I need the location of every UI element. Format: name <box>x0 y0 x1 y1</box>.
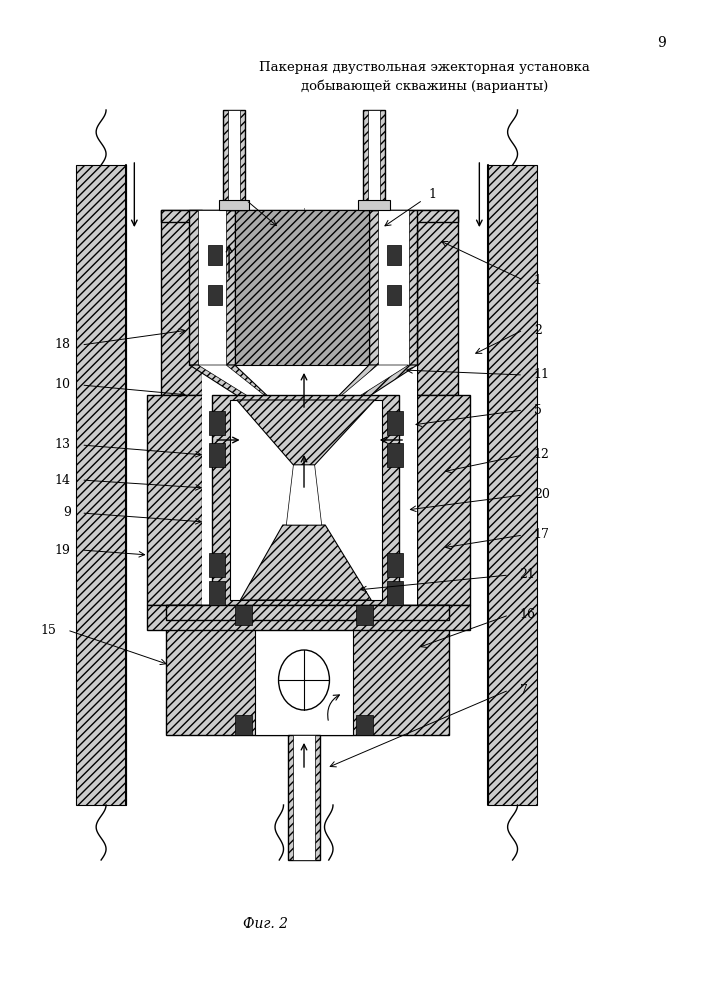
Polygon shape <box>166 605 449 620</box>
Polygon shape <box>356 605 373 625</box>
Text: 1: 1 <box>534 273 542 286</box>
Polygon shape <box>378 210 409 365</box>
Polygon shape <box>219 200 249 210</box>
Polygon shape <box>209 443 225 467</box>
Polygon shape <box>208 245 222 265</box>
Polygon shape <box>209 553 225 577</box>
Polygon shape <box>417 395 470 605</box>
Text: 2: 2 <box>534 324 542 336</box>
Polygon shape <box>161 210 202 395</box>
Text: 15: 15 <box>41 624 57 637</box>
Polygon shape <box>387 443 403 467</box>
Polygon shape <box>209 411 225 435</box>
Polygon shape <box>286 465 322 525</box>
Text: 9: 9 <box>657 36 665 50</box>
Polygon shape <box>237 400 375 465</box>
Text: 1: 1 <box>428 188 437 200</box>
Polygon shape <box>189 210 235 365</box>
Polygon shape <box>202 395 417 605</box>
Text: 14: 14 <box>54 474 71 487</box>
Polygon shape <box>76 165 126 805</box>
Text: 20: 20 <box>534 488 549 502</box>
Polygon shape <box>208 285 222 305</box>
Polygon shape <box>310 365 417 425</box>
Polygon shape <box>387 245 401 265</box>
Polygon shape <box>147 395 202 605</box>
Text: 18: 18 <box>54 338 71 352</box>
Polygon shape <box>255 605 354 735</box>
Polygon shape <box>235 715 252 735</box>
Text: 19: 19 <box>55 544 71 556</box>
Polygon shape <box>368 110 380 210</box>
Polygon shape <box>161 210 458 222</box>
Polygon shape <box>212 395 399 605</box>
Polygon shape <box>369 210 417 365</box>
Polygon shape <box>198 365 296 420</box>
Text: Фиг. 2: Фиг. 2 <box>243 917 288 931</box>
Text: 21: 21 <box>520 568 535 582</box>
Polygon shape <box>288 735 320 860</box>
Polygon shape <box>356 715 373 735</box>
Text: 9: 9 <box>63 506 71 520</box>
Text: 13: 13 <box>54 438 71 452</box>
Text: 22: 22 <box>228 188 243 200</box>
Polygon shape <box>147 605 470 630</box>
Text: 7: 7 <box>520 684 527 696</box>
Text: 11: 11 <box>534 368 550 381</box>
Text: Пакерная двуствольная эжекторная установка: Пакерная двуствольная эжекторная установ… <box>259 62 590 75</box>
Polygon shape <box>358 200 390 210</box>
Polygon shape <box>240 525 371 600</box>
Polygon shape <box>387 285 401 305</box>
Text: 16: 16 <box>520 608 536 621</box>
Polygon shape <box>387 553 403 577</box>
Polygon shape <box>198 210 226 365</box>
Polygon shape <box>223 110 245 210</box>
Polygon shape <box>166 605 449 735</box>
Text: 12: 12 <box>534 448 549 462</box>
Polygon shape <box>189 365 298 425</box>
Polygon shape <box>387 581 403 605</box>
Polygon shape <box>202 210 417 395</box>
Text: 10: 10 <box>54 378 71 391</box>
Polygon shape <box>209 581 225 605</box>
Polygon shape <box>363 110 385 210</box>
Polygon shape <box>387 411 403 435</box>
Polygon shape <box>417 210 458 395</box>
Text: добывающей скважины (варианты): добывающей скважины (варианты) <box>300 79 548 93</box>
Text: 17: 17 <box>534 528 549 542</box>
Polygon shape <box>230 400 382 600</box>
Text: 5: 5 <box>534 403 542 416</box>
Polygon shape <box>488 165 537 805</box>
Polygon shape <box>235 605 252 625</box>
Polygon shape <box>235 210 369 365</box>
Polygon shape <box>293 735 315 860</box>
Polygon shape <box>228 110 240 210</box>
Polygon shape <box>312 365 409 420</box>
Ellipse shape <box>279 650 329 710</box>
